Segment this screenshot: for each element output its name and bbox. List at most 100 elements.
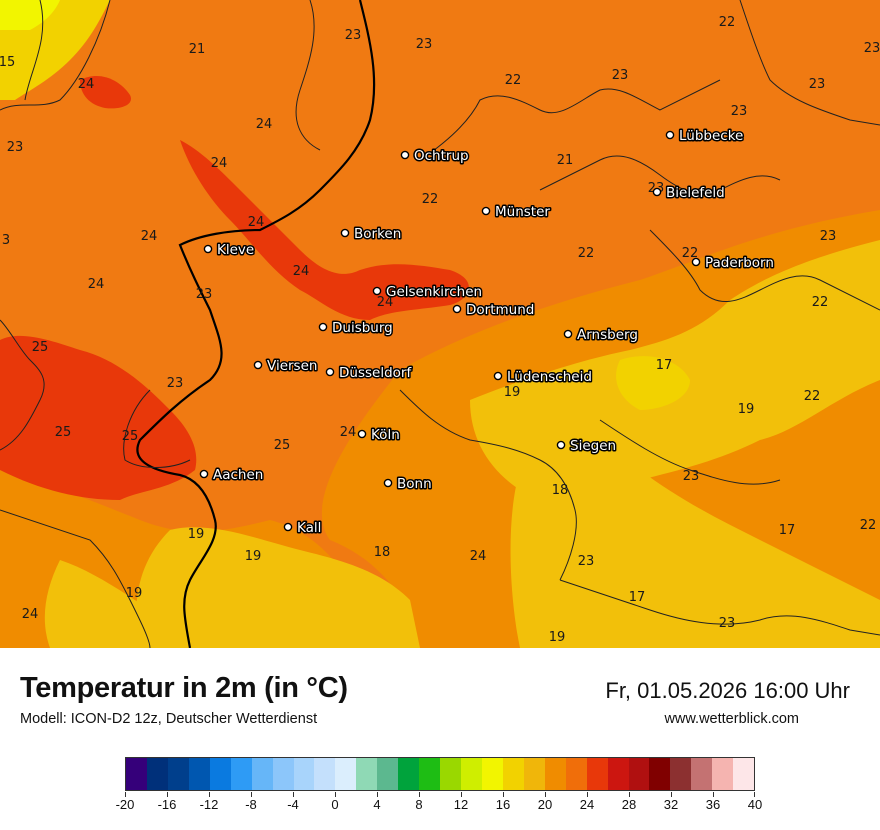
- legend-swatch: [251, 758, 273, 790]
- legend-swatch: [649, 758, 671, 790]
- city-marker[interactable]: Aachen: [199, 466, 265, 485]
- legend-swatch: [398, 758, 420, 790]
- legend-swatch: [272, 758, 294, 790]
- legend-swatch: [628, 758, 650, 790]
- forecast-datetime: Fr, 01.05.2026 16:00 Uhr: [605, 678, 850, 703]
- temperature-label: 23: [416, 37, 433, 52]
- legend-tick-label: 28: [621, 797, 637, 812]
- city-dot: [372, 286, 382, 296]
- legend-tick-label: -12: [199, 797, 219, 812]
- legend-swatch: [712, 758, 734, 790]
- temperature-label: 23: [683, 469, 700, 484]
- city-marker[interactable]: Duisburg: [318, 319, 394, 338]
- legend-tick-mark: [629, 792, 630, 797]
- temperature-label: 3: [2, 233, 10, 248]
- city-marker[interactable]: Köln: [357, 426, 401, 445]
- city-marker[interactable]: Dortmund: [452, 301, 536, 320]
- legend-swatch: [607, 758, 629, 790]
- city-marker[interactable]: Gelsenkirchen: [372, 283, 484, 302]
- city-dot: [203, 244, 213, 254]
- temperature-label: 15: [0, 55, 15, 70]
- temperature-label: 17: [629, 590, 646, 605]
- legend-swatch: [544, 758, 566, 790]
- temperature-label: 19: [126, 586, 143, 601]
- temperature-label: 22: [812, 295, 829, 310]
- legend-tick-label: 8: [415, 797, 423, 812]
- legend-tick-mark: [587, 792, 588, 797]
- legend-swatch: [670, 758, 692, 790]
- city-marker[interactable]: Düsseldorf: [325, 364, 414, 383]
- legend-swatch: [565, 758, 587, 790]
- city-dot: [452, 304, 462, 314]
- temperature-label: 24: [470, 549, 487, 564]
- city-label: Siegen: [570, 438, 616, 454]
- legend-swatch: [126, 758, 147, 790]
- legend-tick-label: 40: [747, 797, 763, 812]
- border-line: [419, 79, 721, 161]
- city-label: Bonn: [397, 476, 432, 492]
- city-marker[interactable]: Bonn: [383, 475, 433, 494]
- model-info: Modell: ICON-D2 12z, Deutscher Wetterdie…: [20, 711, 318, 727]
- city-dot: [556, 440, 566, 450]
- legend-swatch: [440, 758, 461, 790]
- temperature-labels: 15 21 23 23 22 22 23 23 23 23 24 24 23 24 21 24 23 22 24 24…: [0, 15, 880, 645]
- city-marker[interactable]: Lüdenscheid: [493, 368, 593, 387]
- temperature-label: 18: [552, 483, 569, 498]
- legend-tick-label: -4: [287, 797, 299, 812]
- city-dot: [325, 367, 335, 377]
- temperature-label: 19: [504, 385, 521, 400]
- temperature-label: 22: [578, 246, 595, 261]
- legend-swatch: [377, 758, 399, 790]
- temperature-label: 19: [245, 549, 262, 564]
- temperature-label: 22: [422, 192, 439, 207]
- city-marker[interactable]: Siegen: [556, 437, 618, 456]
- border-line: [539, 155, 781, 195]
- website-link[interactable]: www.wetterblick.com: [664, 711, 799, 727]
- city-dot: [481, 206, 491, 216]
- city-marker[interactable]: Arnsberg: [563, 326, 639, 345]
- temperature-map[interactable]: 15 21 23 23 22 22 23 23 23 23 24 24 23 24 21 24 23 22 24 24…: [0, 0, 880, 648]
- legend-tick-label: -20: [115, 797, 135, 812]
- legend-tick-label: 0: [331, 797, 339, 812]
- temperature-label: 24: [78, 77, 95, 92]
- city-dot: [691, 257, 701, 267]
- temperature-label: 25: [122, 429, 139, 444]
- border-line: [295, 0, 321, 151]
- legend-tick-label: 20: [537, 797, 553, 812]
- city-dot: [383, 478, 393, 488]
- legend-swatch: [146, 758, 168, 790]
- city-label: Viersen: [267, 358, 317, 374]
- temperature-label: 22: [804, 389, 821, 404]
- city-label: Kleve: [217, 242, 254, 258]
- city-marker[interactable]: Kall: [283, 519, 323, 538]
- map-canvas: 15 21 23 23 22 22 23 23 23 23 24 24 23 24 21 24 23 22 24 24…: [0, 0, 880, 648]
- city-marker[interactable]: Viersen: [253, 357, 319, 376]
- city-marker[interactable]: Bielefeld: [652, 184, 726, 203]
- city-marker[interactable]: Paderborn: [691, 254, 775, 273]
- city-label: Köln: [371, 427, 400, 443]
- legend-tick-label: 32: [663, 797, 679, 812]
- city-marker[interactable]: Lübbecke: [665, 127, 745, 146]
- temperature-zone-25-west: [0, 335, 197, 500]
- city-label: Lübbecke: [679, 128, 743, 144]
- city-label: Ochtrup: [414, 148, 469, 164]
- temperature-label: 23: [820, 229, 837, 244]
- city-marker[interactable]: Kleve: [203, 241, 256, 260]
- temperature-label: 24: [377, 295, 394, 310]
- temperature-label: 25: [55, 425, 72, 440]
- temperature-label: 21: [189, 42, 206, 57]
- temperature-label: 23: [167, 376, 184, 391]
- temperature-label: 24: [22, 607, 39, 622]
- temperature-label: 25: [32, 340, 49, 355]
- temperature-zone-17-peak: [616, 356, 690, 410]
- city-dot: [563, 329, 573, 339]
- city-label: Duisburg: [332, 320, 393, 336]
- legend-tick-label: 16: [495, 797, 511, 812]
- city-dot: [283, 522, 293, 532]
- legend-swatch: [230, 758, 252, 790]
- city-marker[interactable]: Borken: [340, 225, 403, 244]
- city-label: Kall: [297, 520, 321, 536]
- city-marker[interactable]: Münster: [481, 203, 552, 222]
- city-marker[interactable]: Ochtrup: [400, 147, 470, 166]
- temperature-zone-24-nw: [80, 75, 131, 109]
